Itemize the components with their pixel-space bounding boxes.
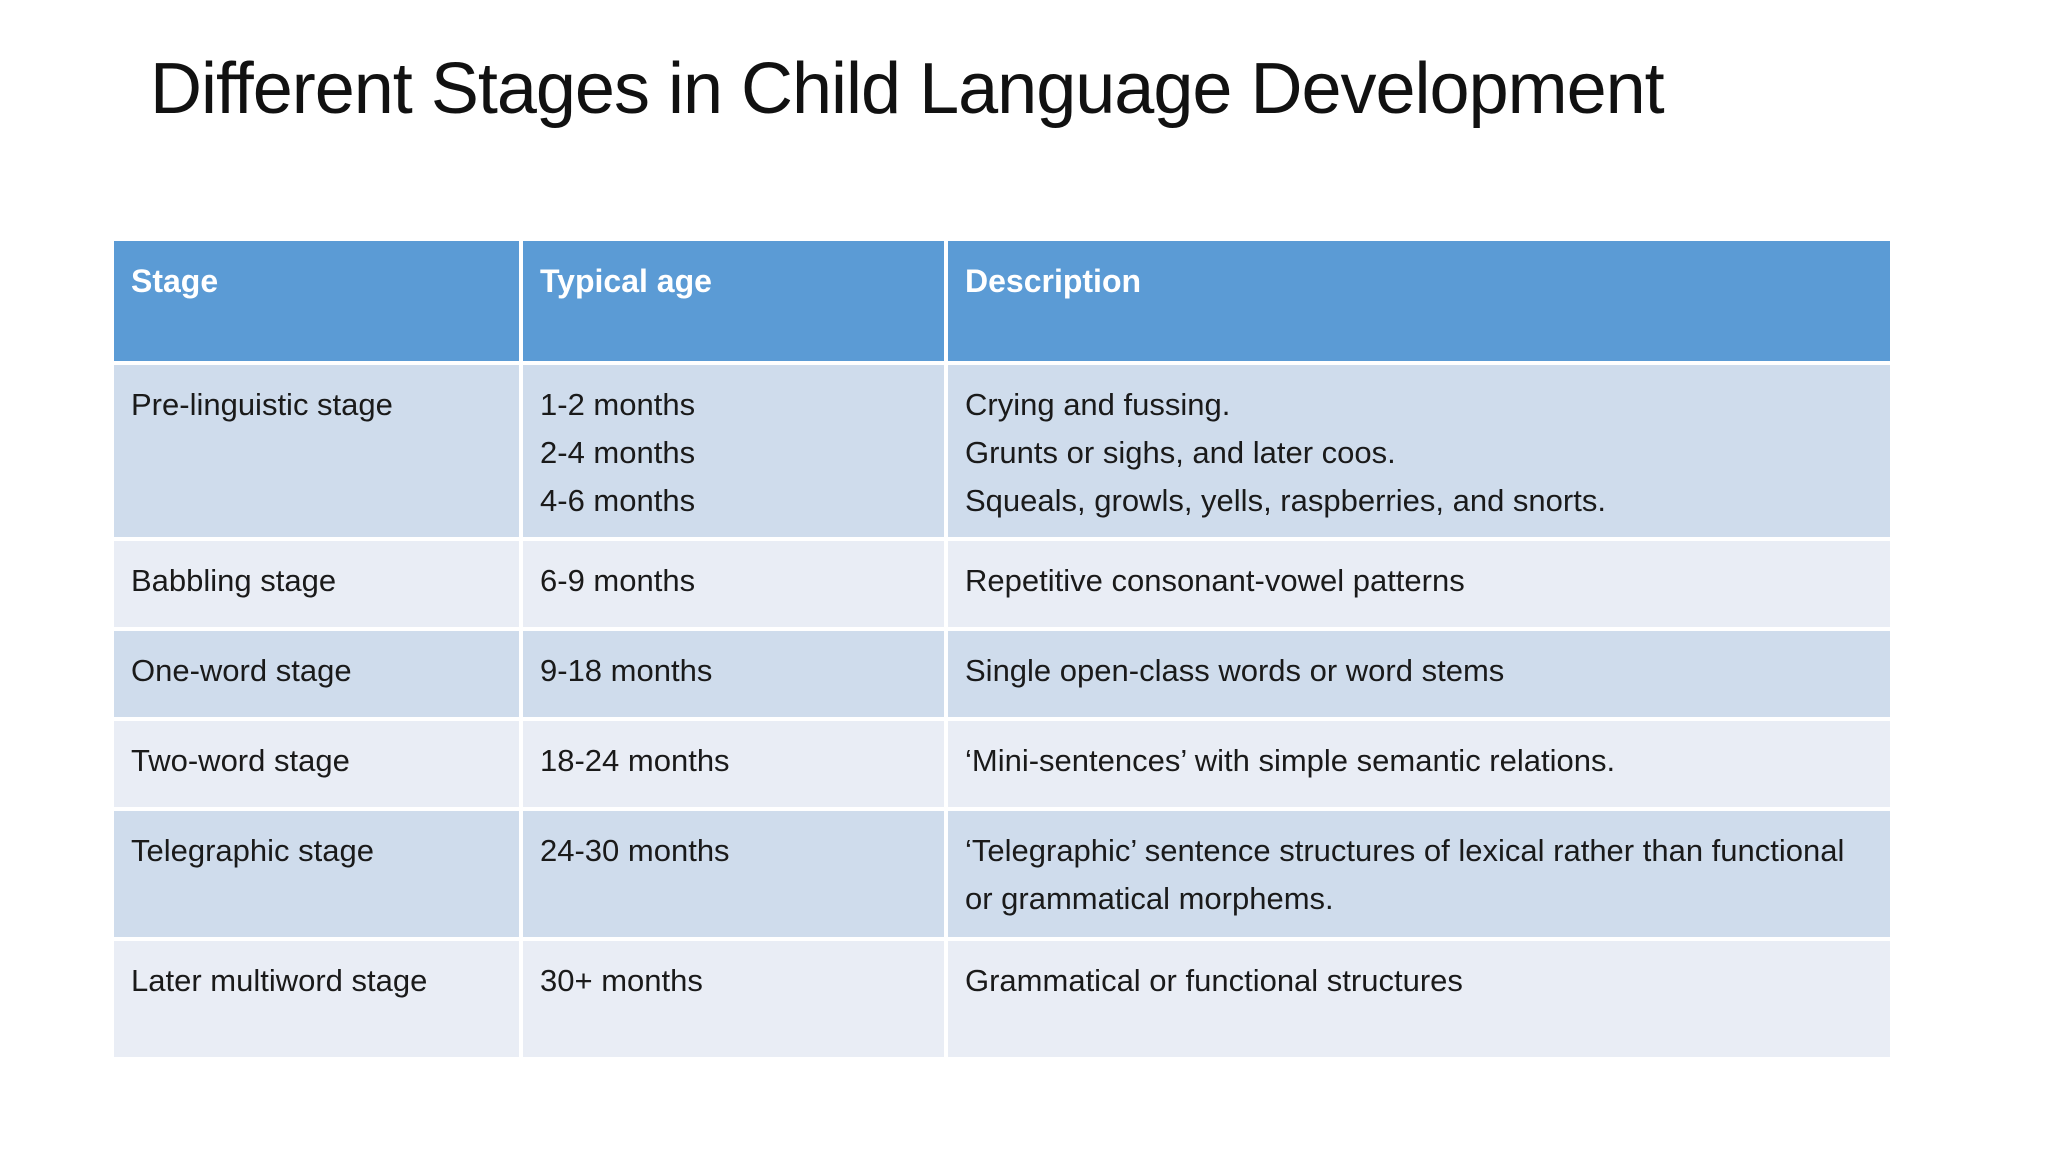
cell-stage: Two-word stage	[114, 721, 523, 807]
column-header-typical-age: Typical age	[523, 241, 948, 361]
age-line: 6-9 months	[540, 563, 696, 598]
age-line: 4-6 months	[540, 483, 696, 518]
cell-typical-age: 18-24 months	[523, 721, 948, 807]
cell-stage: Later multiword stage	[114, 941, 523, 1057]
age-line: 2-4 months	[540, 435, 696, 470]
stage-label: Babbling stage	[131, 563, 337, 598]
cell-typical-age: 9-18 months	[523, 631, 948, 717]
stage-label: Two-word stage	[131, 743, 350, 778]
description-line: Single open-class words or word stems	[965, 653, 1505, 688]
column-header-description: Description	[948, 241, 1890, 361]
description-line: Crying and fussing.	[965, 387, 1231, 422]
description-line: Grunts or sighs, and later coos.	[965, 435, 1396, 470]
cell-description: Repetitive consonant-vowel patterns	[948, 541, 1890, 627]
age-line: 9-18 months	[540, 653, 713, 688]
description-line: ‘Telegraphic’ sentence structures of lex…	[965, 833, 1845, 916]
cell-typical-age: 30+ months	[523, 941, 948, 1057]
stage-label: Later multiword stage	[131, 963, 428, 998]
age-line: 1-2 months	[540, 387, 696, 422]
age-line: 18-24 months	[540, 743, 730, 778]
table-row: Telegraphic stage 24-30 months ‘Telegrap…	[114, 811, 1890, 941]
table-row: Babbling stage 6-9 months Repetitive con…	[114, 541, 1890, 631]
cell-stage: One-word stage	[114, 631, 523, 717]
table-row: Pre-linguistic stage 1-2 months 2-4 mont…	[114, 365, 1890, 541]
page-title: Different Stages in Child Language Devel…	[150, 49, 1665, 129]
age-line: 30+ months	[540, 963, 703, 998]
cell-typical-age: 1-2 months 2-4 months 4-6 months	[523, 365, 948, 537]
stage-label: One-word stage	[131, 653, 352, 688]
stage-label: Pre-linguistic stage	[131, 387, 393, 422]
cell-stage: Pre-linguistic stage	[114, 365, 523, 537]
description-line: Squeals, growls, yells, raspberries, and…	[965, 483, 1606, 518]
cell-description: ‘Telegraphic’ sentence structures of lex…	[948, 811, 1890, 937]
column-header-stage: Stage	[114, 241, 523, 361]
cell-description: Single open-class words or word stems	[948, 631, 1890, 717]
cell-description: Grammatical or functional structures	[948, 941, 1890, 1057]
cell-typical-age: 6-9 months	[523, 541, 948, 627]
table-header-row: Stage Typical age Description	[114, 241, 1890, 365]
table-row: Two-word stage 18-24 months ‘Mini-senten…	[114, 721, 1890, 811]
table-row: Later multiword stage 30+ months Grammat…	[114, 941, 1890, 1057]
cell-typical-age: 24-30 months	[523, 811, 948, 937]
description-line: Repetitive consonant-vowel patterns	[965, 563, 1465, 598]
table-row: One-word stage 9-18 months Single open-c…	[114, 631, 1890, 721]
cell-stage: Babbling stage	[114, 541, 523, 627]
language-stages-table: Stage Typical age Description Pre-lingui…	[114, 241, 1890, 1057]
cell-description: ‘Mini-sentences’ with simple semantic re…	[948, 721, 1890, 807]
description-line: ‘Mini-sentences’ with simple semantic re…	[965, 743, 1616, 778]
cell-stage: Telegraphic stage	[114, 811, 523, 937]
stage-label: Telegraphic stage	[131, 833, 374, 868]
cell-description: Crying and fussing. Grunts or sighs, and…	[948, 365, 1890, 537]
age-line: 24-30 months	[540, 833, 730, 868]
description-line: Grammatical or functional structures	[965, 963, 1463, 998]
